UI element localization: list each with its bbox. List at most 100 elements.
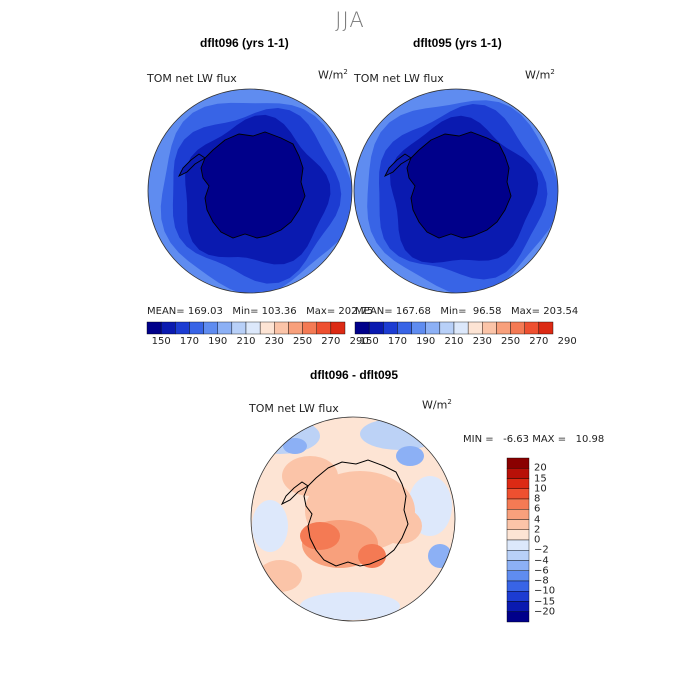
colorbar-segment [506,529,530,541]
colorbar-segment [538,321,554,335]
colorbar-tick-label: 270 [529,336,549,347]
diff-anomaly-8 [300,522,340,550]
colorbar-tick-label: 0 [534,534,541,546]
colorbar-tick-label: 10 [534,483,547,495]
colorbar-tick-label: 4 [534,514,541,525]
diff-anomaly-1 [360,418,440,450]
colorbar-segment [506,591,530,602]
colorbar-segment [383,321,398,335]
panel1-variable: TOM net LW flux [147,72,237,85]
colorbar-tick-label: 2 [534,524,541,536]
colorbar-tick-label: 190 [416,336,436,347]
colorbar-tick-label: −8 [534,575,549,587]
colorbar-tick-label: 8 [534,493,541,505]
diff-anomaly-9 [358,544,386,568]
colorbar-tick-label: −2 [534,544,549,556]
panel1-colorbar [146,321,346,335]
colorbar-segment [425,321,441,335]
antarctica-coastline [200,131,306,239]
diff-anomaly-12 [396,446,424,466]
antarctica-coastline [303,459,409,567]
colorbar-segment [354,321,370,335]
colorbar-tick-label: −10 [534,585,556,597]
colorbar-tick-label: 150 [359,336,379,347]
colorbar-tick-label: 210 [236,336,256,347]
antarctic-peninsula [383,153,412,178]
colorbar-segment [496,321,511,335]
colorbar-segment [453,321,469,335]
colorbar-segment [506,539,530,551]
colorbar-segment [411,321,426,335]
panel2-polar-map [353,88,559,294]
colorbar-segment [506,509,530,520]
panel1-title: dflt096 (yrs 1-1) [200,36,289,50]
colorbar-segment [439,321,455,335]
colorbar-segment [330,321,346,335]
diff-polar-map [250,416,456,622]
colorbar-segment [259,321,275,335]
colorbar-segment [316,321,332,335]
season-title: JJA [335,8,365,32]
colorbar-segment [506,570,530,582]
colorbar-tick-label: 230 [264,336,284,347]
diff-units: W/m2 [422,398,452,412]
diff-anomaly-4 [300,592,400,620]
antarctic-peninsula [177,153,206,178]
antarctica-coastline [406,131,512,239]
antarctic-peninsula [280,481,309,506]
map-boundary [353,88,559,294]
colorbar-segment [506,468,530,479]
colorbar-tick-label: 190 [208,336,228,347]
colorbar-segment [160,321,176,335]
colorbar-tick-label: 20 [534,462,547,474]
colorbar-segment [397,321,412,335]
colorbar-segment [302,321,317,335]
panel2-units: W/m2 [525,68,555,82]
diff-stats: MIN = -6.63 MAX = 10.98 [463,434,605,445]
panel2-colorbar [354,321,554,335]
diff-anomaly-14 [283,438,307,454]
colorbar-segment [146,321,162,335]
colorbar-segment [231,321,247,335]
colorbar-tick-label: 250 [501,336,521,347]
colorbar-tick-label: 250 [293,336,313,347]
diff-anomaly-10 [378,508,422,544]
colorbar-segment [467,321,483,335]
colorbar-tick-label: −20 [534,606,556,618]
colorbar-segment [506,519,530,530]
colorbar-segment [506,457,530,469]
colorbar-tick-label: 290 [349,336,369,347]
colorbar-tick-label: 6 [534,503,541,515]
colorbar-segment [506,550,530,561]
colorbar-segment [203,321,218,335]
map-boundary [147,88,353,294]
colorbar-segment [368,321,384,335]
diff-colorbar [506,457,530,623]
colorbar-tick-label: 270 [321,336,341,347]
colorbar-tick-label: −6 [534,565,549,577]
diff-anomaly-0 [251,418,320,454]
colorbar-segment [506,611,530,623]
colorbar-tick-label: −15 [534,596,556,607]
colorbar-segment [506,488,530,500]
colorbar-tick-label: 170 [387,336,407,347]
colorbar-tick-label: 210 [444,336,464,347]
colorbar-segment [175,321,190,335]
colorbar-segment [510,321,525,335]
panel2-title: dflt095 (yrs 1-1) [413,36,502,50]
colorbar-segment [217,321,233,335]
diff-colorbar-labels: 20 15 10 8 6 4 2 0 −2 −4 −6 −8 −10 −15 −20 [534,458,564,622]
colorbar-segment [506,498,530,510]
diff-variable: TOM net LW flux [249,402,339,415]
panel2-variable: TOM net LW flux [354,72,444,85]
colorbar-segment [274,321,289,335]
diff-anomaly-11 [258,560,302,592]
colorbar-segment [506,478,530,489]
map-boundary [250,416,456,622]
panel2-stats: MEAN= 167.68 Min= 96.58 Max= 203.54 [355,306,579,317]
colorbar-segment [506,601,530,612]
diff-anomaly-3 [252,500,288,552]
colorbar-tick-label: 170 [179,336,199,347]
panel2-colorbar-labels: 150 170 190 210 230 250 270 290 [355,336,577,350]
colorbar-segment [189,321,204,335]
